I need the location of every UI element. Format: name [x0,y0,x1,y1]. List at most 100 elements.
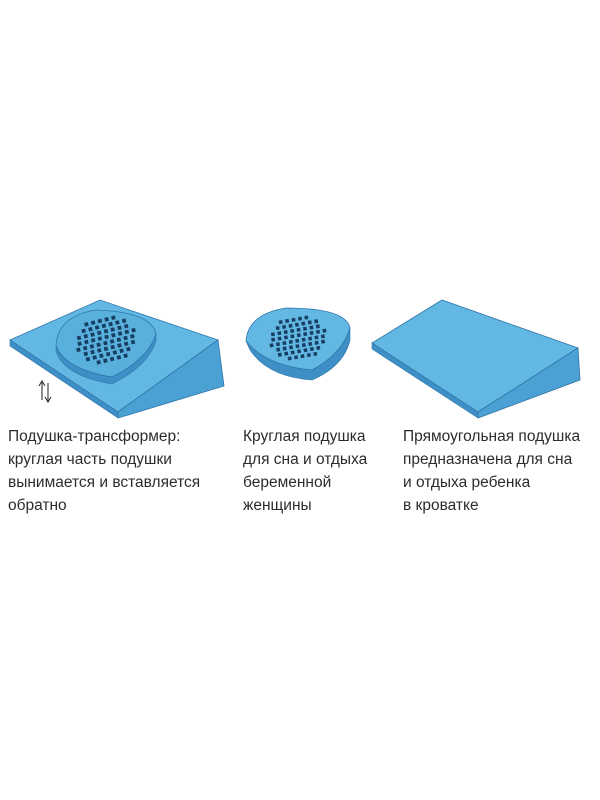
vent-hole [283,335,289,340]
vent-hole [287,356,292,361]
vent-hole [130,334,135,339]
vent-hole [123,323,129,329]
vent-hole [123,335,128,341]
vent-hole [297,349,302,354]
vent-hole [121,318,127,324]
vent-hole [90,320,96,325]
vent-hole [290,350,295,355]
vent-hole [82,345,88,351]
vent-hole [302,326,308,331]
vent-hole [131,327,136,333]
vent-hole [284,351,289,356]
vent-hole [271,337,276,342]
vent-hole [296,327,301,332]
caption-round: Круглая подушка для сна и отдыха беремен… [243,428,368,514]
transformer-pillow [9,299,225,419]
vent-hole [104,334,109,340]
vent-hole [269,343,274,348]
vent-hole [92,355,97,360]
vent-hole [83,351,89,357]
vent-hole [295,338,300,343]
vent-hole [322,328,327,333]
vent-hole [96,348,102,353]
vent-hole [99,353,104,359]
vent-hole [119,348,124,354]
vent-hole [90,337,96,343]
vent-hole [77,341,82,346]
vent-hole [76,335,82,341]
vent-hole [306,352,311,358]
vent-hole [314,335,319,340]
vent-hole [288,345,294,350]
vent-hole [109,356,115,362]
vent-hole [285,318,290,324]
vent-hole [115,320,120,325]
vent-hole [96,342,101,348]
vent-hole [110,344,116,350]
vent-hole [309,325,314,330]
vent-hole [96,330,102,336]
vent-hole [290,328,295,333]
vent-hole [308,341,313,347]
rect-pillow-top-face [371,299,579,413]
vent-hole [85,356,91,362]
vent-hole [277,331,282,336]
vent-hole [301,337,306,342]
vent-hole [111,315,116,320]
up-down-arrows-icon [38,379,52,404]
vent-hole [303,348,308,353]
vent-hole [301,343,306,348]
vent-hole [130,339,136,345]
caption-rectangular: Прямоугольная подушка предназначена для … [403,428,581,514]
vent-hole [294,355,299,360]
vent-hole [282,346,287,351]
vent-hole [291,317,296,322]
vent-hole [81,328,86,334]
vent-hole [303,331,308,337]
rect-pillow-side-face [477,347,581,419]
vent-hole [90,349,95,355]
vent-hole [297,316,302,321]
rectangular-pillow [371,299,581,419]
vent-hole [275,325,280,331]
vent-hole [76,347,81,353]
vent-hole [276,347,281,352]
vent-hole [117,325,122,331]
round-pillow [245,307,351,381]
vent-hole [123,353,128,358]
vent-hole [96,360,101,365]
vent-hole [111,332,116,338]
vent-hole [307,336,313,341]
vent-hole [110,327,116,332]
vent-hole [321,339,326,344]
vent-hole [315,324,320,329]
vent-hole [275,342,281,347]
vent-hole [296,333,301,338]
vent-hole [117,343,122,348]
vent-hole [314,319,319,324]
vent-hole [290,334,295,339]
vent-hole [104,317,109,322]
vent-hole [282,341,287,346]
vent-hole [126,346,131,352]
vent-hole [313,351,318,356]
vent-hole [101,323,107,329]
vent-hole [117,331,123,336]
vent-hole [309,347,314,352]
vent-hole [282,324,287,329]
vent-hole [89,344,95,349]
vent-hole [124,329,130,335]
caption-transformer: Подушка-трансформер: круглая часть подуш… [8,428,201,514]
vent-hole [103,358,108,363]
vent-holes-icon [269,315,327,361]
vent-hole [103,340,108,346]
vent-hole [109,339,115,344]
vent-hole [288,323,293,328]
vent-hole [314,340,319,345]
vent-hole [103,328,109,334]
vent-hole [301,321,306,326]
vent-hole [278,320,283,325]
vent-hole [84,339,89,345]
vent-hole [116,355,122,360]
